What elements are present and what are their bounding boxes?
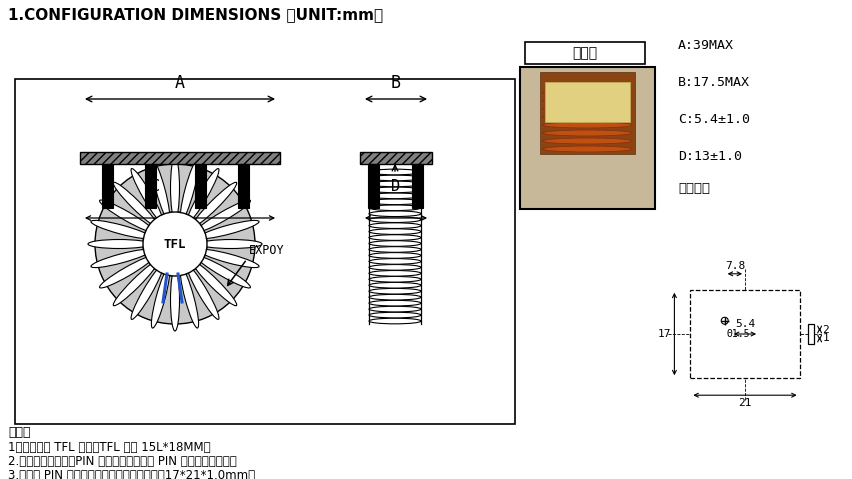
Ellipse shape xyxy=(88,240,150,249)
Ellipse shape xyxy=(369,318,421,324)
Ellipse shape xyxy=(369,271,421,276)
Ellipse shape xyxy=(193,262,237,306)
Ellipse shape xyxy=(180,160,199,220)
Bar xyxy=(412,164,423,208)
Bar xyxy=(15,79,515,424)
Bar xyxy=(360,152,431,164)
Ellipse shape xyxy=(170,157,179,219)
Text: 实物图: 实物图 xyxy=(572,46,597,60)
Circle shape xyxy=(143,212,207,276)
Text: 17: 17 xyxy=(657,329,671,339)
Ellipse shape xyxy=(542,90,632,96)
Ellipse shape xyxy=(131,169,163,222)
Text: 2: 2 xyxy=(821,325,828,335)
Text: 2.穿底板注意脚位，PIN 脚面朝上，左边的 PIN 脚在左上角方位。: 2.穿底板注意脚位，PIN 脚面朝上，左边的 PIN 脚在左上角方位。 xyxy=(8,455,237,468)
Ellipse shape xyxy=(100,200,153,232)
Ellipse shape xyxy=(187,169,219,222)
Bar xyxy=(195,164,206,208)
Ellipse shape xyxy=(542,122,632,128)
Bar xyxy=(544,82,630,122)
Ellipse shape xyxy=(193,182,237,227)
Ellipse shape xyxy=(151,268,170,328)
Text: A: A xyxy=(175,74,185,92)
Ellipse shape xyxy=(369,175,421,181)
Ellipse shape xyxy=(113,182,158,227)
Ellipse shape xyxy=(369,247,421,252)
Ellipse shape xyxy=(369,187,421,193)
Text: 1.CONFIGURATION DIMENSIONS （UNIT:mm）: 1.CONFIGURATION DIMENSIONS （UNIT:mm） xyxy=(8,7,383,22)
Ellipse shape xyxy=(369,306,421,312)
Ellipse shape xyxy=(369,259,421,264)
Bar xyxy=(807,324,813,344)
Ellipse shape xyxy=(199,220,259,239)
Bar xyxy=(689,290,798,378)
Ellipse shape xyxy=(369,276,421,282)
Ellipse shape xyxy=(369,240,421,246)
Ellipse shape xyxy=(180,268,199,328)
Ellipse shape xyxy=(542,130,632,136)
Ellipse shape xyxy=(369,264,421,270)
Ellipse shape xyxy=(369,217,421,223)
Bar xyxy=(102,164,112,208)
Ellipse shape xyxy=(170,269,179,331)
Ellipse shape xyxy=(91,250,151,268)
Text: 备注：: 备注： xyxy=(8,426,31,439)
Ellipse shape xyxy=(369,181,421,187)
Ellipse shape xyxy=(369,294,421,300)
Bar xyxy=(520,67,654,209)
Text: C:5.4±1.0: C:5.4±1.0 xyxy=(677,113,749,126)
Text: A:39MAX: A:39MAX xyxy=(677,39,733,52)
Ellipse shape xyxy=(369,199,421,205)
Ellipse shape xyxy=(369,252,421,258)
Ellipse shape xyxy=(542,138,632,144)
Text: 1，进出线穿 TFL 套管，TFL 尺寸 15L*18MM。: 1，进出线穿 TFL 套管，TFL 尺寸 15L*18MM。 xyxy=(8,441,210,454)
Ellipse shape xyxy=(369,193,421,199)
Text: D:13±1.0: D:13±1.0 xyxy=(677,150,741,163)
Bar xyxy=(80,152,279,164)
Ellipse shape xyxy=(100,256,153,288)
Text: EXPOY: EXPOY xyxy=(249,244,285,257)
Ellipse shape xyxy=(369,283,421,288)
Text: 底板尺寸: 底板尺寸 xyxy=(677,182,709,195)
Ellipse shape xyxy=(369,300,421,306)
Ellipse shape xyxy=(131,265,163,319)
Bar xyxy=(539,72,634,154)
Ellipse shape xyxy=(369,288,421,294)
Ellipse shape xyxy=(542,106,632,112)
Ellipse shape xyxy=(369,312,421,318)
Text: 5.4: 5.4 xyxy=(734,319,754,329)
Ellipse shape xyxy=(369,205,421,211)
Text: 7.8: 7.8 xyxy=(724,261,744,271)
Bar xyxy=(238,164,249,208)
Bar xyxy=(367,164,378,208)
Circle shape xyxy=(721,317,728,324)
Ellipse shape xyxy=(199,250,259,268)
Ellipse shape xyxy=(196,200,250,232)
Text: B:17.5MAX: B:17.5MAX xyxy=(677,76,749,89)
Bar xyxy=(145,164,156,208)
Ellipse shape xyxy=(542,146,632,152)
Ellipse shape xyxy=(151,160,170,220)
Ellipse shape xyxy=(542,98,632,104)
Ellipse shape xyxy=(369,169,421,175)
Text: TFL: TFL xyxy=(164,238,186,251)
Text: 3.底板与 PIN 脚接触处点胶固定，底板尺寸为17*21*1.0mm。: 3.底板与 PIN 脚接触处点胶固定，底板尺寸为17*21*1.0mm。 xyxy=(8,469,255,479)
Ellipse shape xyxy=(542,114,632,120)
Ellipse shape xyxy=(199,240,262,249)
Text: B: B xyxy=(390,74,400,92)
Ellipse shape xyxy=(187,265,219,319)
Text: Θ1.5: Θ1.5 xyxy=(726,329,750,339)
Text: C: C xyxy=(152,179,160,194)
Ellipse shape xyxy=(369,223,421,228)
Ellipse shape xyxy=(196,256,250,288)
Text: 21: 21 xyxy=(737,398,751,408)
Ellipse shape xyxy=(369,211,421,217)
Ellipse shape xyxy=(113,262,158,306)
Ellipse shape xyxy=(369,229,421,234)
Ellipse shape xyxy=(369,235,421,240)
Ellipse shape xyxy=(91,220,151,239)
Text: 1: 1 xyxy=(821,333,828,343)
Text: D: D xyxy=(391,179,400,194)
Bar xyxy=(524,42,644,64)
